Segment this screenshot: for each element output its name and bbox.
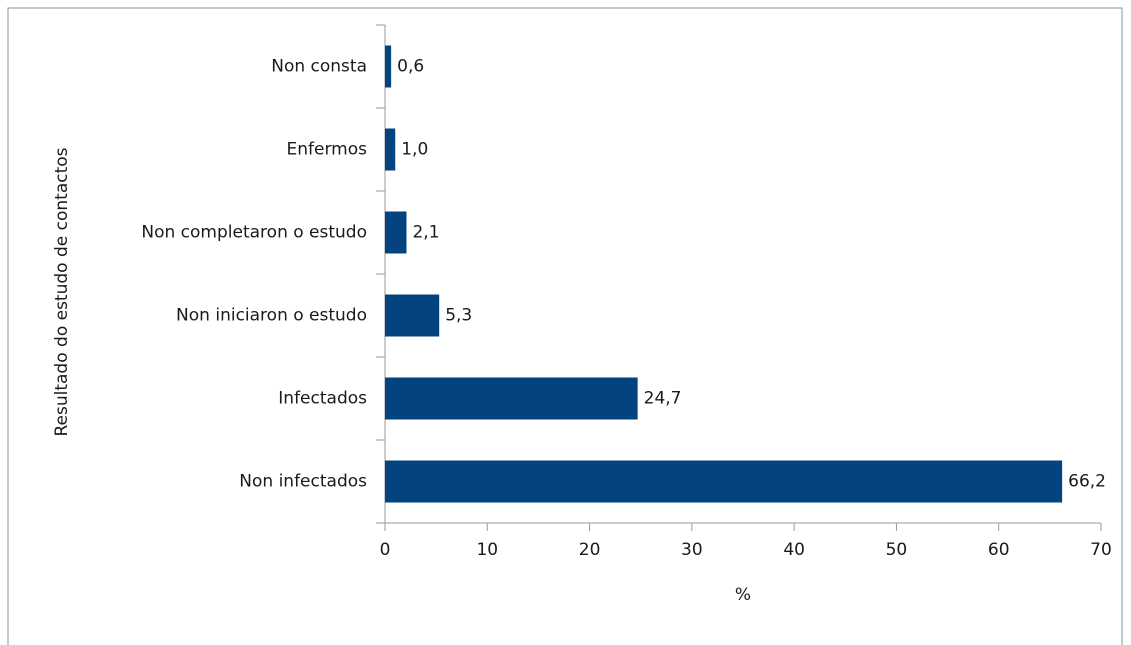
x-tick-label: 40 [783,540,805,560]
y-tick-label: Infectados [278,389,367,409]
bar [385,460,1063,503]
bar [385,45,392,88]
x-tick-label: 60 [988,540,1010,560]
x-tick-label: 50 [886,540,908,560]
x-tick-label: 20 [579,540,601,560]
x-axis-title: % [735,585,751,605]
data-label: 1,0 [401,140,428,160]
y-tick-label: Non iniciaron o estudo [176,306,367,326]
y-tick-label: Non infectados [239,472,367,492]
x-tick-label: 0 [380,540,391,560]
data-label: 5,3 [445,306,472,326]
y-axis-title: Resultado do estudo de contactos [52,147,72,436]
data-label: 0,6 [397,57,424,77]
x-tick-label: 10 [476,540,498,560]
data-label: 2,1 [412,223,439,243]
bar [385,128,396,171]
bar [385,377,638,420]
data-label: 24,7 [644,389,682,409]
bar [385,294,440,337]
y-tick-label: Non completaron o estudo [141,223,367,243]
bar [385,211,407,254]
y-tick-label: Enfermos [287,140,368,160]
data-label: 66,2 [1068,472,1106,492]
y-tick-label: Non consta [271,57,367,77]
x-tick-label: 30 [681,540,703,560]
x-tick-label: 70 [1090,540,1112,560]
frame [7,7,1123,645]
